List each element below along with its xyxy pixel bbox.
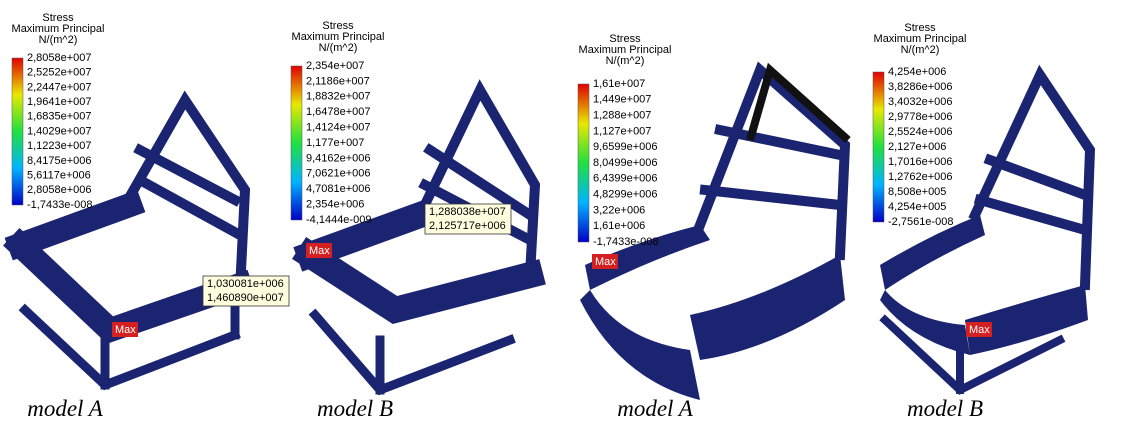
legend-value: 4,8299e+006 <box>593 189 658 201</box>
legend-value: 2,5252e+007 <box>27 67 92 79</box>
legend-value: 1,1223e+007 <box>27 140 92 152</box>
legend-value: -4,1444e-009 <box>306 214 371 226</box>
legend-value: 8,0499e+006 <box>593 157 658 169</box>
legend-value: 2,8058e+007 <box>27 52 92 64</box>
legend-value: 8,508e+005 <box>888 186 946 198</box>
legend-value: 2,354e+006 <box>306 199 364 211</box>
legend-value: 5,6117e+006 <box>27 170 91 182</box>
max-label: Max <box>115 324 136 336</box>
legend-title: N/(m^2) <box>901 44 940 56</box>
seat-shell <box>580 225 845 400</box>
max-label: Max <box>309 245 330 257</box>
legend-value: 2,354e+007 <box>306 60 364 72</box>
probe-value: 1,460890e+007 <box>207 292 284 304</box>
legend-title: N/(m^2) <box>39 34 78 46</box>
figure: StressMaximum PrincipalN/(m^2)2,8058e+00… <box>0 0 1131 424</box>
caption: model B <box>317 396 393 421</box>
legend-value: 9,4162e+006 <box>306 152 371 164</box>
legend-value: 1,449e+007 <box>593 94 651 106</box>
legend-value: 3,4032e+006 <box>888 96 953 108</box>
legend-value: 8,4175e+006 <box>27 155 92 167</box>
max-label: Max <box>595 256 616 268</box>
legend-value: 1,288e+007 <box>593 110 651 122</box>
color-bar <box>291 66 302 220</box>
color-bar <box>578 84 589 242</box>
probe-value: 1,288038e+007 <box>429 206 506 218</box>
model-b-structure-1 <box>310 90 535 390</box>
legend-value: 1,9641e+007 <box>27 96 92 108</box>
legend-value: -2,7561e-008 <box>888 216 953 228</box>
color-bar <box>873 72 884 222</box>
legend-value: 4,254e+006 <box>888 66 946 78</box>
legend-value: 1,4029e+007 <box>27 125 92 137</box>
legend-value: -1,7433e-008 <box>27 199 92 211</box>
legend-value: 2,1186e+007 <box>306 75 370 87</box>
legend-value: 1,177e+007 <box>306 137 364 149</box>
legend-value: 9,6599e+006 <box>593 141 658 153</box>
legend-value: 1,7016e+006 <box>888 156 953 168</box>
legend-value: 2,8058e+006 <box>27 184 92 196</box>
legend-value: 2,9778e+006 <box>888 111 953 123</box>
legend-value: 3,8286e+006 <box>888 81 953 93</box>
legend-value: 2,5524e+006 <box>888 126 953 138</box>
legend-value: 1,4124e+007 <box>306 122 371 134</box>
legend-value: 4,254e+005 <box>888 201 946 213</box>
legend-value: 4,7081e+006 <box>306 183 371 195</box>
legend-value: 7,0621e+006 <box>306 168 371 180</box>
legend-value: 1,127e+007 <box>593 125 651 137</box>
legend-value: -1,7433e-008 <box>593 236 658 248</box>
caption: model B <box>907 396 983 421</box>
legend-value: 1,2762e+006 <box>888 171 953 183</box>
max-label: Max <box>969 324 990 336</box>
caption: model A <box>27 396 104 421</box>
legend-value: 1,61e+007 <box>593 78 645 90</box>
probe-value: 1,030081e+006 <box>207 278 284 290</box>
caption: model A <box>617 396 694 421</box>
color-bar <box>12 58 23 205</box>
legend-value: 6,4399e+006 <box>593 173 658 185</box>
legend-value: 2,2447e+007 <box>27 81 92 93</box>
legend-title: N/(m^2) <box>606 55 645 67</box>
legend-value: 1,61e+006 <box>593 220 645 232</box>
legend-value: 1,6835e+007 <box>27 111 92 123</box>
legend-value: 1,6478e+007 <box>306 106 371 118</box>
legend-value: 1,8832e+007 <box>306 91 371 103</box>
legend-value: 2,127e+006 <box>888 141 946 153</box>
probe-value: 2,125717e+006 <box>429 220 506 232</box>
legend-value: 3,22e+006 <box>593 204 645 216</box>
legend-title: N/(m^2) <box>319 42 358 54</box>
